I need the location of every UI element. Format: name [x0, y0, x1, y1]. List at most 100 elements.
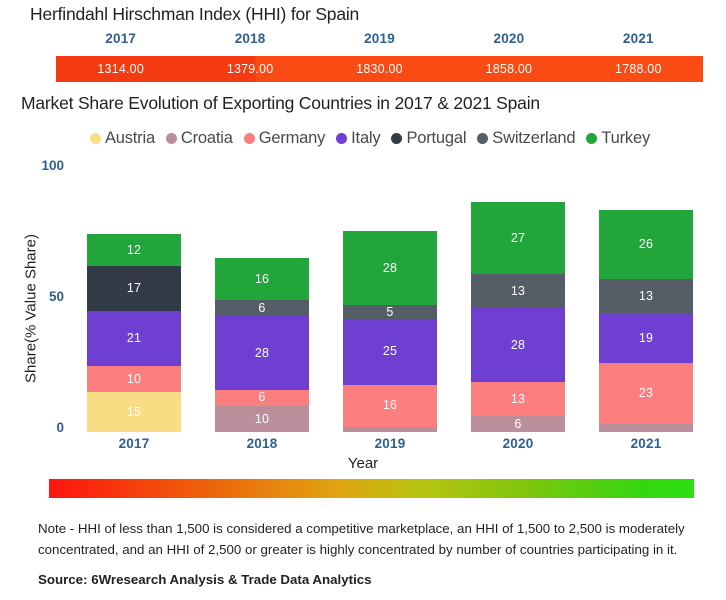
bar-segment-value: 16 — [382, 398, 398, 413]
legend-swatch-icon — [586, 133, 598, 144]
bar-segment-turkey[interactable]: 26 — [599, 210, 693, 279]
bar-segment-value: 13 — [510, 283, 526, 298]
chart-plot-area: Share(% Value Share) 100 50 0 15 10 21 17 12… — [0, 150, 726, 472]
bar-segment-turkey[interactable]: 28 — [343, 231, 437, 306]
stacked-bar: 6 13 28 13 27 — [471, 202, 565, 432]
bar-segment-value: 28 — [254, 345, 270, 360]
bar-segment-value: 27 — [510, 230, 526, 245]
bar-segment-value: 6 — [258, 300, 266, 315]
bar-segment-switzerland[interactable]: 13 — [599, 278, 693, 314]
footnote-text: Note - HHI of less than 1,500 is conside… — [38, 521, 685, 557]
stacked-bar: 10 6 28 6 16 — [215, 257, 309, 432]
legend-swatch-icon — [243, 133, 255, 144]
chart-legend: Austria Croatia Germany Italy Portugal Switze… — [55, 129, 685, 148]
legend-item-switzerland[interactable]: Switzerland — [477, 129, 576, 148]
bar-segment-croatia[interactable]: 3 — [599, 424, 693, 432]
bar-group-2018[interactable]: 10 6 28 6 16 — [215, 257, 309, 432]
bar-segment-croatia[interactable]: 2 — [343, 426, 437, 432]
legend-swatch-icon — [477, 133, 489, 144]
hhi-year-label: 2017 — [105, 31, 137, 46]
bar-segment-value: 17 — [126, 280, 142, 295]
bar-segment-germany[interactable]: 23 — [599, 363, 693, 425]
x-axis-tick-2019: 2019 — [374, 436, 406, 451]
bar-segment-switzerland[interactable]: 5 — [343, 305, 437, 319]
hhi-gradient-scale-bar — [49, 479, 694, 498]
legend-item-croatia[interactable]: Croatia — [165, 129, 233, 148]
bar-segment-italy[interactable]: 28 — [215, 315, 309, 390]
bar-segment-value: 13 — [638, 288, 654, 303]
bar-segment-value: 6 — [258, 390, 266, 405]
x-axis-tick-2021: 2021 — [630, 436, 662, 451]
bar-segment-austria[interactable]: 15 — [87, 392, 181, 432]
bar-segment-italy[interactable]: 19 — [599, 313, 693, 364]
hhi-value: 1858.00 — [485, 62, 533, 76]
bar-group-2021[interactable]: 3 23 19 13 26 — [599, 210, 693, 432]
bar-segment-germany[interactable]: 10 — [87, 366, 181, 393]
legend-swatch-icon — [89, 133, 101, 144]
x-axis-tick-2017: 2017 — [118, 436, 150, 451]
bar-segment-value: 15 — [126, 404, 142, 419]
legend-item-label: Turkey — [601, 129, 651, 147]
bar-segment-germany[interactable]: 6 — [215, 389, 309, 406]
bar-segment-turkey[interactable]: 27 — [471, 202, 565, 274]
legend-item-italy[interactable]: Italy — [336, 129, 381, 148]
bar-segment-value: 23 — [638, 386, 654, 401]
bar-segment-value: 13 — [510, 391, 526, 406]
bar-segment-value: 21 — [126, 331, 142, 346]
bar-segment-value: 28 — [382, 261, 398, 276]
bar-segment-croatia[interactable]: 10 — [215, 405, 309, 432]
bar-segment-value: 12 — [126, 242, 142, 257]
source-text: Source: 6Wresearch Analysis & Trade Data… — [38, 572, 372, 587]
bar-segment-value: 16 — [254, 271, 270, 286]
y-axis-tick-50: 50 — [48, 289, 64, 304]
x-axis-tick-2018: 2018 — [246, 436, 278, 451]
bar-segment-germany[interactable]: 16 — [343, 384, 437, 427]
legend-item-germany[interactable]: Germany — [243, 129, 326, 148]
bar-group-2020[interactable]: 6 13 28 13 27 — [471, 202, 565, 432]
bar-segment-value: 26 — [638, 237, 654, 252]
bar-segment-turkey[interactable]: 12 — [87, 234, 181, 266]
x-axis-title: Year — [347, 455, 379, 472]
bar-group-2017[interactable]: 15 10 21 17 12 — [87, 234, 181, 432]
stacked-bar: 15 10 21 17 12 — [87, 234, 181, 432]
y-axis-tick-0: 0 — [56, 420, 64, 435]
chart-title: Market Share Evolution of Exporting Coun… — [21, 93, 540, 113]
hhi-value: 1830.00 — [356, 62, 403, 76]
y-axis-title: Share(% Value Share) — [22, 234, 40, 383]
bar-segment-italy[interactable]: 25 — [343, 318, 437, 385]
bar-segment-italy[interactable]: 28 — [471, 307, 565, 382]
legend-swatch-icon — [165, 133, 177, 144]
bar-segment-value: 19 — [638, 331, 654, 346]
bar-segment-italy[interactable]: 21 — [87, 310, 181, 367]
bar-segment-value: 6 — [514, 416, 522, 431]
legend-swatch-icon — [336, 133, 348, 144]
bar-segment-value: 10 — [126, 371, 142, 386]
hhi-year-label: 2018 — [234, 31, 266, 46]
hhi-year-header-row: 2017 2018 2019 2020 2021 — [56, 31, 703, 46]
legend-item-label: Italy — [351, 129, 381, 147]
legend-item-portugal[interactable]: Portugal — [391, 129, 466, 148]
legend-item-label: Portugal — [406, 129, 467, 147]
bar-segment-value: 28 — [510, 337, 526, 352]
legend-item-austria[interactable]: Austria — [89, 129, 155, 148]
hhi-value: 1314.00 — [97, 62, 144, 76]
bar-segment-switzerland[interactable]: 6 — [215, 300, 309, 316]
hhi-year-label: 2019 — [364, 31, 395, 46]
legend-item-turkey[interactable]: Turkey — [586, 129, 650, 148]
stacked-bars-container: 15 10 21 17 12 10 6 28 6 16 2 16 25 5 28 6 13 28 13 27 3 23 19… — [70, 168, 710, 432]
bar-segment-croatia[interactable]: 6 — [471, 416, 565, 432]
hhi-year-label: 2021 — [622, 31, 654, 46]
hhi-year-label: 2020 — [493, 31, 525, 46]
bar-segment-turkey[interactable]: 16 — [215, 257, 309, 301]
legend-item-label: Croatia — [180, 129, 233, 147]
y-axis-tick-100: 100 — [41, 158, 64, 173]
bar-segment-portugal[interactable]: 17 — [87, 265, 181, 311]
legend-item-label: Germany — [258, 129, 326, 147]
bar-group-2019[interactable]: 2 16 25 5 28 — [343, 231, 437, 432]
bar-segment-switzerland[interactable]: 13 — [471, 273, 565, 308]
bar-segment-value: 25 — [382, 344, 398, 359]
x-axis-tick-2020: 2020 — [502, 436, 534, 451]
hhi-title: Herfindahl Hirschman Index (HHI) for Spa… — [30, 4, 360, 24]
bar-segment-germany[interactable]: 13 — [471, 381, 565, 417]
hhi-value: 1379.00 — [226, 62, 274, 76]
